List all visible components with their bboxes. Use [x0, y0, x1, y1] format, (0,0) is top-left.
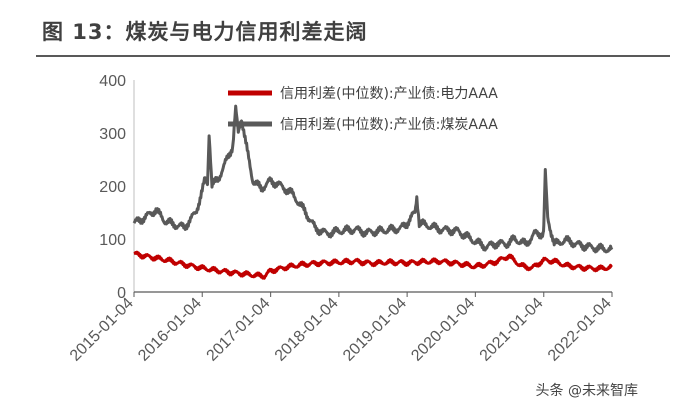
- x-tick-label: 2021-01-04: [477, 295, 547, 365]
- legend-label: 信用利差(中位数):产业债:电力AAA: [280, 86, 498, 102]
- series-line-1: [133, 250, 613, 280]
- legend: 信用利差(中位数):产业债:电力AAA 信用利差(中位数):产业债:煤炭AAA: [228, 86, 498, 133]
- x-tick-label: 2019-01-04: [340, 295, 410, 365]
- title-rule: [36, 55, 670, 57]
- figure-title: 图 13：煤炭与电力信用利差走阔: [42, 20, 368, 44]
- x-tick-label: 2016-01-04: [135, 295, 205, 365]
- watermark: 头条 @未来智库: [535, 383, 638, 399]
- x-tick-label: 2020-01-04: [408, 295, 478, 365]
- x-tick-label: 2015-01-04: [67, 295, 137, 365]
- y-tick-label: 100: [99, 232, 126, 249]
- y-tick-labels: 0 100 200 300 400: [99, 73, 126, 302]
- y-tick-label: 200: [99, 179, 126, 196]
- x-tick-label: 2022-01-04: [545, 295, 615, 365]
- legend-label: 信用利差(中位数):产业债:煤炭AAA: [280, 117, 498, 133]
- x-tick-labels: 2015-01-042016-01-042017-01-042018-01-04…: [67, 292, 615, 365]
- x-tick-label: 2018-01-04: [272, 295, 342, 365]
- series-lines: [132, 104, 614, 280]
- y-tick-label: 0: [117, 285, 126, 302]
- series-line-2: [132, 104, 614, 254]
- y-tick-label: 400: [99, 73, 126, 90]
- x-tick-label: 2017-01-04: [204, 295, 274, 365]
- y-tick-label: 300: [99, 126, 126, 143]
